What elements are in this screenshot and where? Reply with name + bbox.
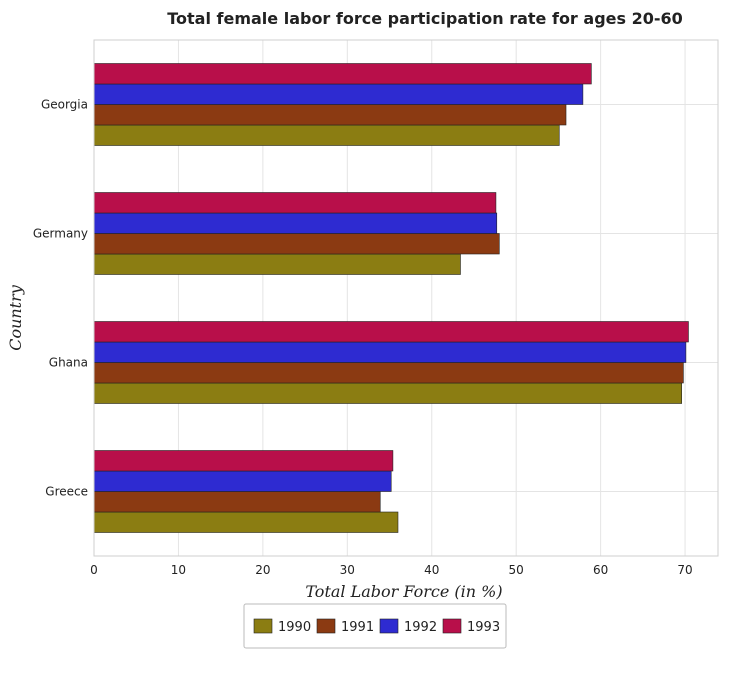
legend-label-1990: 1990 — [278, 620, 311, 635]
bar-germany-1992 — [93, 212, 498, 234]
plot-frame — [93, 39, 719, 557]
x-tick-label: 0 — [90, 563, 98, 577]
x-axis-label: Total Labor Force (in %) — [305, 582, 502, 601]
chart-title: Total female labor force participation r… — [167, 9, 683, 28]
legend-label-1992: 1992 — [404, 620, 437, 635]
legend-label-1993: 1993 — [467, 620, 500, 635]
y-tick-label: Georgia — [41, 98, 88, 112]
bar-germany-1991 — [93, 233, 500, 255]
bar-germany-1993 — [93, 192, 497, 214]
bar-germany-1990 — [93, 253, 461, 275]
bar-ghana-1993 — [93, 321, 689, 343]
bar-greece-1992 — [93, 470, 392, 492]
legend-box — [243, 603, 507, 649]
y-tick-label: Greece — [45, 485, 88, 499]
plot-area: 0 10 20 30 40 50 60 70 Georgia Germany Ghana Greece — [33, 39, 719, 577]
x-tick-label: 10 — [171, 563, 186, 577]
legend: 1990 1991 1992 1993 — [243, 603, 507, 649]
x-tick-label: 20 — [255, 563, 270, 577]
legend-swatch-1990 — [253, 618, 273, 634]
bar-greece-1990 — [93, 511, 399, 533]
legend-swatch-1993 — [442, 618, 462, 634]
bar-georgia-1991 — [93, 104, 567, 126]
x-tick-label: 60 — [593, 563, 608, 577]
x-tick-label: 50 — [509, 563, 524, 577]
x-tick-label: 40 — [424, 563, 439, 577]
bar-ghana-1990 — [93, 382, 682, 404]
x-tick-label: 30 — [340, 563, 355, 577]
x-tick-label: 70 — [677, 563, 692, 577]
bar-greece-1991 — [93, 491, 381, 513]
bar-greece-1993 — [93, 450, 394, 472]
y-tick-label: Germany — [33, 227, 88, 241]
bar-georgia-1990 — [93, 124, 560, 146]
bar-georgia-1993 — [93, 63, 592, 85]
legend-label-1991: 1991 — [341, 620, 374, 635]
bar-ghana-1992 — [93, 341, 687, 363]
bar-ghana-1991 — [93, 362, 684, 384]
bar-georgia-1992 — [93, 83, 584, 105]
legend-swatch-1991 — [316, 618, 336, 634]
y-tick-label: Ghana — [49, 356, 88, 370]
legend-swatch-1992 — [379, 618, 399, 634]
y-axis-label: Country — [6, 284, 25, 351]
